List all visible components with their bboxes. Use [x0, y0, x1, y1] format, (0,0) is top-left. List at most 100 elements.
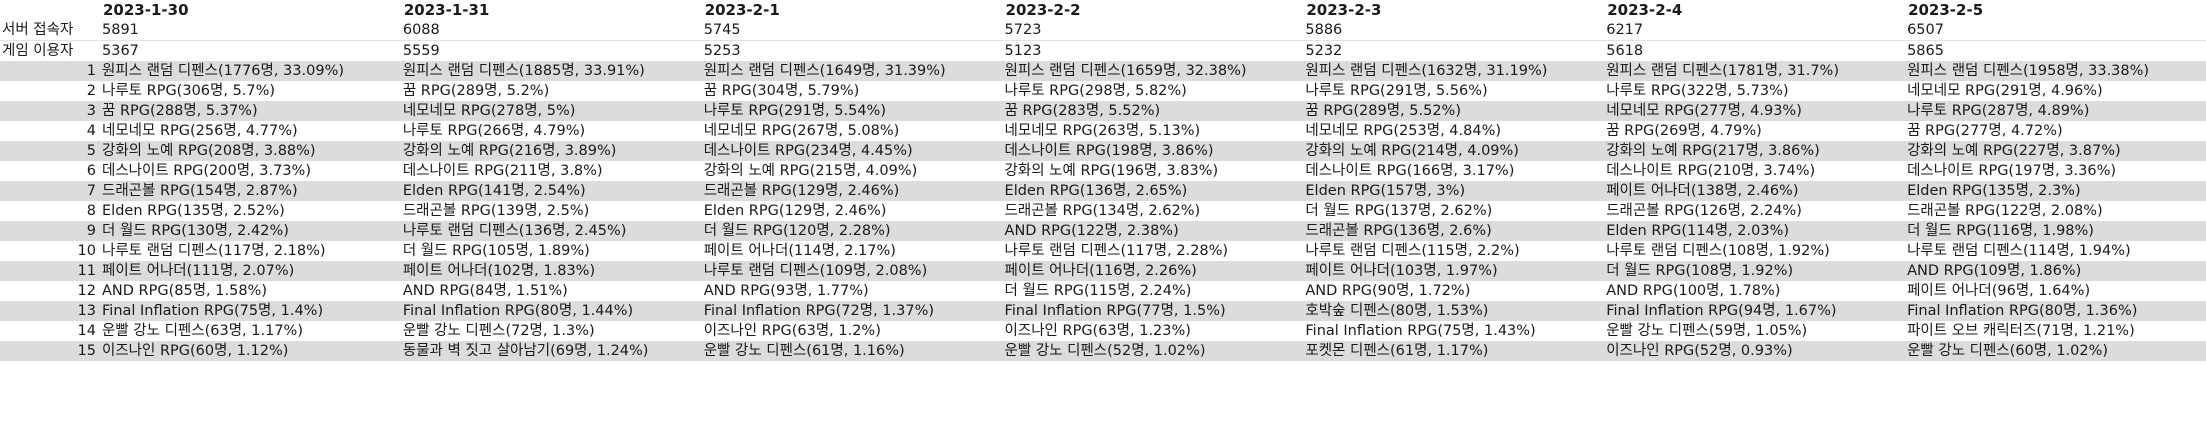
ranking-cell: Final Inflation RPG(80명, 1.36%) — [1907, 303, 2138, 319]
game-users-value: 5253 — [703, 43, 741, 59]
ranking-cell: 원피스 랜덤 디펜스(1958명, 33.38%) — [1907, 63, 2150, 79]
ranking-row: 11 페이트 어나더(111명, 2.07%) 페이트 어나더(102명, 1.83… — [0, 261, 2206, 281]
ranking-cell: 데스나이트 RPG(166명, 3.17%) — [1305, 163, 1515, 179]
ranking-cell: 원피스 랜덤 디펜스(1781명, 31.7%) — [1606, 63, 1839, 79]
ranking-cell: AND RPG(100명, 1.78%) — [1606, 283, 1781, 299]
ranking-cell: 네모네모 RPG(253명, 4.84%) — [1305, 123, 1502, 139]
ranking-cell: 운빨 강노 디펜스(72명, 1.3%) — [402, 323, 595, 339]
ranking-cell: 꿈 RPG(289명, 5.2%) — [402, 83, 550, 99]
ranking-cell: 나루토 랜덤 디펜스(108명, 1.92%) — [1606, 243, 1830, 259]
ranking-cell: Elden RPG(135명, 2.3%) — [1907, 183, 2081, 199]
ranking-cell: Elden RPG(114명, 2.03%) — [1606, 223, 1789, 239]
ranking-rows: 1 원피스 랜덤 디펜스(1776명, 33.09%) 원피스 랜덤 디펜스(188… — [0, 61, 2206, 361]
date-header: 2023-2-2 — [1005, 1, 1081, 19]
ranking-cell: AND RPG(109명, 1.86%) — [1907, 263, 2082, 279]
ranking-row: 2 나루토 RPG(306명, 5.7%) 꿈 RPG(289명, 5.2%) 꿈 R… — [0, 81, 2206, 101]
ranking-cell: Elden RPG(135명, 2.52%) — [102, 203, 285, 219]
server-users-value: 5723 — [1002, 20, 1304, 41]
ranking-cell: 페이트 어나더(111명, 2.07%) — [102, 263, 295, 279]
ranking-cell: 나루토 RPG(306명, 5.7%) — [102, 83, 276, 99]
ranking-row: 10 나루토 랜덤 디펜스(117명, 2.18%) 더 월드 RPG(105명, … — [0, 241, 2206, 261]
rank-number: 9 — [86, 223, 96, 239]
rank-number: 6 — [86, 163, 96, 179]
ranking-cell: Final Inflation RPG(77명, 1.5%) — [1004, 303, 1226, 319]
ranking-cell: 데스나이트 RPG(197명, 3.36%) — [1907, 163, 2117, 179]
ranking-cell: 강화의 노예 RPG(215명, 4.09%) — [703, 163, 918, 179]
ranking-cell: 페이트 어나더(102명, 1.83%) — [402, 263, 596, 279]
row-label: 게임 이용자 — [2, 43, 74, 59]
ranking-cell: 드래곤볼 RPG(139명, 2.5%) — [402, 203, 590, 219]
game-users-value: 5618 — [1606, 43, 1644, 59]
ranking-cell: 나루토 RPG(287명, 4.89%) — [1907, 103, 2090, 119]
ranking-cell: 드래곤볼 RPG(129명, 2.46%) — [703, 183, 900, 199]
ranking-row: 4 네모네모 RPG(256명, 4.77%) 나루토 RPG(266명, 4.79… — [0, 121, 2206, 141]
game-users-row: 게임 이용자 5367 5559 5253 5123 5232 5618 586… — [0, 40, 2206, 61]
ranking-cell: 운빨 강노 디펜스(59명, 1.05%) — [1606, 323, 1808, 339]
rank-number: 5 — [86, 143, 96, 159]
server-users-row: 서버 접속자 5891 6088 5745 5723 5886 6217 650… — [0, 20, 2206, 41]
game-users-value: 5232 — [1305, 43, 1343, 59]
ranking-cell: 네모네모 RPG(263명, 5.13%) — [1004, 123, 1201, 139]
server-users-value: 6088 — [400, 20, 702, 41]
server-users-value: 5891 — [100, 20, 401, 41]
ranking-cell: 네모네모 RPG(291명, 4.96%) — [1907, 83, 2103, 99]
ranking-cell: 꿈 RPG(269명, 4.79%) — [1606, 123, 1762, 139]
ranking-cell: Final Inflation RPG(80명, 1.44%) — [402, 303, 634, 319]
date-header: 2023-2-4 — [1607, 1, 1683, 19]
ranking-row: 6 데스나이트 RPG(200명, 3.73%) 데스나이트 RPG(211명, 3… — [0, 161, 2206, 181]
ranking-cell: 데스나이트 RPG(234명, 4.45%) — [703, 143, 913, 159]
ranking-cell: 드래곤볼 RPG(154명, 2.87%) — [102, 183, 298, 199]
ranking-row: 13 Final Inflation RPG(75명, 1.4%) Final In… — [0, 301, 2206, 321]
date-header: 2023-2-5 — [1908, 1, 1984, 19]
ranking-cell: 포켓몬 디펜스(61명, 1.17%) — [1305, 343, 1489, 359]
ranking-cell: 원피스 랜덤 디펜스(1776명, 33.09%) — [102, 63, 344, 79]
game-users-value: 5123 — [1004, 43, 1042, 59]
rank-number: 11 — [77, 263, 96, 279]
ranking-cell: 더 월드 RPG(115명, 2.24%) — [1004, 283, 1192, 299]
ranking-cell: 페이트 어나더(103명, 1.97%) — [1305, 263, 1498, 279]
rank-number: 3 — [86, 103, 96, 119]
rank-number: 7 — [86, 183, 96, 199]
stats-table: 2023-1-30 2023-1-31 2023-2-1 2023-2-2 20… — [0, 1, 2206, 361]
rank-number: 1 — [86, 63, 96, 79]
ranking-cell: 페이트 어나더(138명, 2.46%) — [1606, 183, 1799, 199]
ranking-row: 8 Elden RPG(135명, 2.52%) 드래곤볼 RPG(139명, 2.… — [0, 201, 2206, 221]
ranking-cell: 꿈 RPG(304명, 5.79%) — [703, 83, 860, 99]
ranking-cell: 호박숲 디펜스(80명, 1.53%) — [1305, 303, 1489, 319]
ranking-cell: 나루토 랜덤 디펜스(117명, 2.18%) — [102, 243, 326, 259]
ranking-cell: 이즈나인 RPG(63명, 1.23%) — [1004, 323, 1191, 339]
ranking-cell: 나루토 랜덤 디펜스(136명, 2.45%) — [402, 223, 627, 239]
rank-number: 14 — [77, 323, 96, 339]
ranking-cell: 네모네모 RPG(267명, 5.08%) — [703, 123, 900, 139]
game-users-value: 5367 — [102, 43, 139, 59]
ranking-cell: 나루토 RPG(291명, 5.54%) — [703, 103, 886, 119]
ranking-cell: Final Inflation RPG(75명, 1.43%) — [1305, 323, 1536, 339]
ranking-row: 14 운빨 강노 디펜스(63명, 1.17%) 운빨 강노 디펜스(72명, 1.… — [0, 321, 2206, 341]
ranking-cell: Elden RPG(141명, 2.54%) — [402, 183, 586, 199]
server-users-value: 6507 — [1905, 20, 2206, 41]
ranking-cell: 페이트 어나더(96명, 1.64%) — [1907, 283, 2091, 299]
ranking-cell: 페이트 어나더(116명, 2.26%) — [1004, 263, 1197, 279]
rank-number: 12 — [77, 283, 96, 299]
ranking-cell: 드래곤볼 RPG(134명, 2.62%) — [1004, 203, 1201, 219]
ranking-cell: 원피스 랜덤 디펜스(1885명, 33.91%) — [402, 63, 645, 79]
ranking-cell: 더 월드 RPG(130명, 2.42%) — [102, 223, 289, 239]
ranking-cell: 네모네모 RPG(277명, 4.93%) — [1606, 103, 1802, 119]
ranking-cell: 데스나이트 RPG(210명, 3.74%) — [1606, 163, 1816, 179]
ranking-cell: 나루토 RPG(298명, 5.82%) — [1004, 83, 1187, 99]
ranking-cell: 원피스 랜덤 디펜스(1632명, 31.19%) — [1305, 63, 1548, 79]
ranking-cell: 네모네모 RPG(278명, 5%) — [402, 103, 576, 119]
ranking-cell: 꿈 RPG(289명, 5.52%) — [1305, 103, 1461, 119]
ranking-cell: 데스나이트 RPG(198명, 3.86%) — [1004, 143, 1214, 159]
ranking-cell: 강화의 노예 RPG(217명, 3.86%) — [1606, 143, 1820, 159]
ranking-cell: 나루토 RPG(291명, 5.56%) — [1305, 83, 1488, 99]
ranking-cell: AND RPG(93명, 1.77%) — [703, 283, 869, 299]
rank-number: 2 — [86, 83, 96, 99]
ranking-cell: AND RPG(122명, 2.38%) — [1004, 223, 1179, 239]
date-header: 2023-2-3 — [1306, 1, 1382, 19]
ranking-cell: 강화의 노예 RPG(216명, 3.89%) — [402, 143, 617, 159]
ranking-cell: 더 월드 RPG(105명, 1.89%) — [402, 243, 590, 259]
ranking-cell: 나루토 랜덤 디펜스(109명, 2.08%) — [703, 263, 928, 279]
ranking-cell: 이즈나인 RPG(63명, 1.2%) — [703, 323, 881, 339]
ranking-cell: 꿈 RPG(288명, 5.37%) — [102, 103, 258, 119]
